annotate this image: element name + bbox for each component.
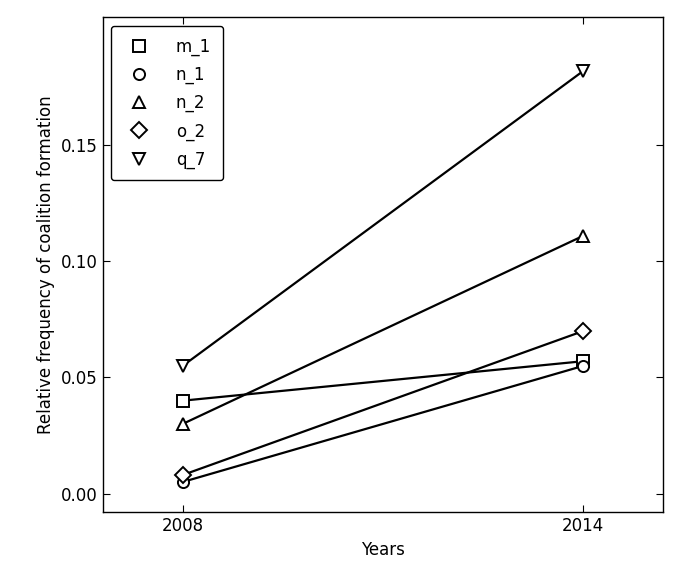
Line: o_2: o_2 <box>177 325 589 481</box>
X-axis label: Years: Years <box>361 541 405 559</box>
q_7 <box>579 68 588 74</box>
o_2 <box>179 471 187 478</box>
n_2 <box>179 420 187 427</box>
n_2 <box>579 232 588 239</box>
Legend: m_1, n_1, n_2, o_2, q_7: m_1, n_1, n_2, o_2, q_7 <box>111 26 223 180</box>
n_1 <box>179 478 187 485</box>
Line: m_1: m_1 <box>177 356 589 406</box>
q_7 <box>179 363 187 370</box>
n_1 <box>579 363 588 370</box>
m_1 <box>579 358 588 365</box>
Line: q_7: q_7 <box>177 65 589 371</box>
m_1 <box>179 397 187 404</box>
o_2 <box>579 328 588 335</box>
Line: n_2: n_2 <box>177 230 589 430</box>
Y-axis label: Relative frequency of coalition formation: Relative frequency of coalition formatio… <box>38 95 55 434</box>
Line: n_1: n_1 <box>177 360 589 488</box>
